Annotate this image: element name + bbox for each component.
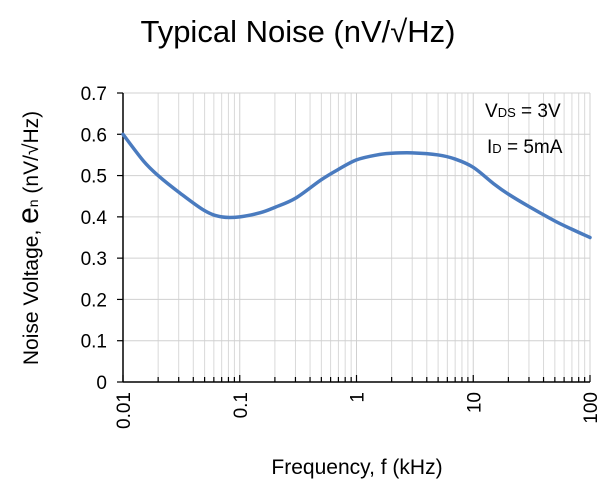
grid bbox=[122, 92, 591, 382]
annotation-vds-main: V bbox=[485, 101, 498, 122]
x-tick-labels: 0.01 0.1 1 10 100 bbox=[114, 392, 602, 429]
annotation-id-main: I bbox=[487, 137, 492, 158]
y-tick-labels: 0 0.1 0.2 0.3 0.4 0.5 0.6 0.7 bbox=[81, 84, 108, 394]
y-tick-label: 0.1 bbox=[81, 332, 107, 353]
x-tick-label: 100 bbox=[581, 392, 602, 424]
y-tick-label: 0.5 bbox=[81, 167, 107, 188]
y-axis-label-symbol: e bbox=[12, 207, 45, 224]
annotation-box: VDS = 3V ID = 5mA bbox=[485, 101, 563, 158]
series-layer bbox=[121, 132, 592, 240]
tick-marks bbox=[117, 92, 591, 383]
annotation-id-sub: D bbox=[492, 141, 501, 156]
y-axis-label-prefix: Noise Voltage, bbox=[20, 224, 43, 365]
annotation-vds-rest: = 3V bbox=[516, 101, 561, 122]
x-tick-label: 10 bbox=[464, 392, 485, 413]
x-axis-label: Frequency, f (kHz) bbox=[271, 456, 442, 479]
y-tick-label: 0.2 bbox=[81, 290, 107, 311]
y-tick-label: 0.3 bbox=[81, 249, 107, 270]
annotation-id-rest: = 5mA bbox=[502, 137, 563, 158]
y-axis-label: Noise Voltage, en (nV/√Hz) bbox=[12, 111, 45, 365]
x-tick-label: 0.01 bbox=[114, 392, 135, 429]
y-axis-label-suffix: (nV/√Hz) bbox=[20, 111, 43, 200]
x-tick-label: 1 bbox=[348, 392, 369, 403]
y-tick-label: 0.6 bbox=[81, 125, 107, 146]
y-axis-label-subscript: n bbox=[25, 199, 41, 207]
annotation-vds-sub: DS bbox=[498, 105, 516, 120]
x-tick-label: 0.1 bbox=[231, 392, 252, 418]
annotation-vds: VDS = 3V bbox=[485, 101, 561, 122]
y-tick-label: 0.7 bbox=[81, 84, 107, 105]
chart-title: Typical Noise (nV/√Hz) bbox=[140, 14, 455, 49]
noise-voltage-line bbox=[121, 132, 592, 240]
y-tick-label: 0.4 bbox=[81, 208, 108, 229]
annotation-id: ID = 5mA bbox=[487, 137, 563, 158]
y-tick-label: 0 bbox=[96, 373, 107, 394]
